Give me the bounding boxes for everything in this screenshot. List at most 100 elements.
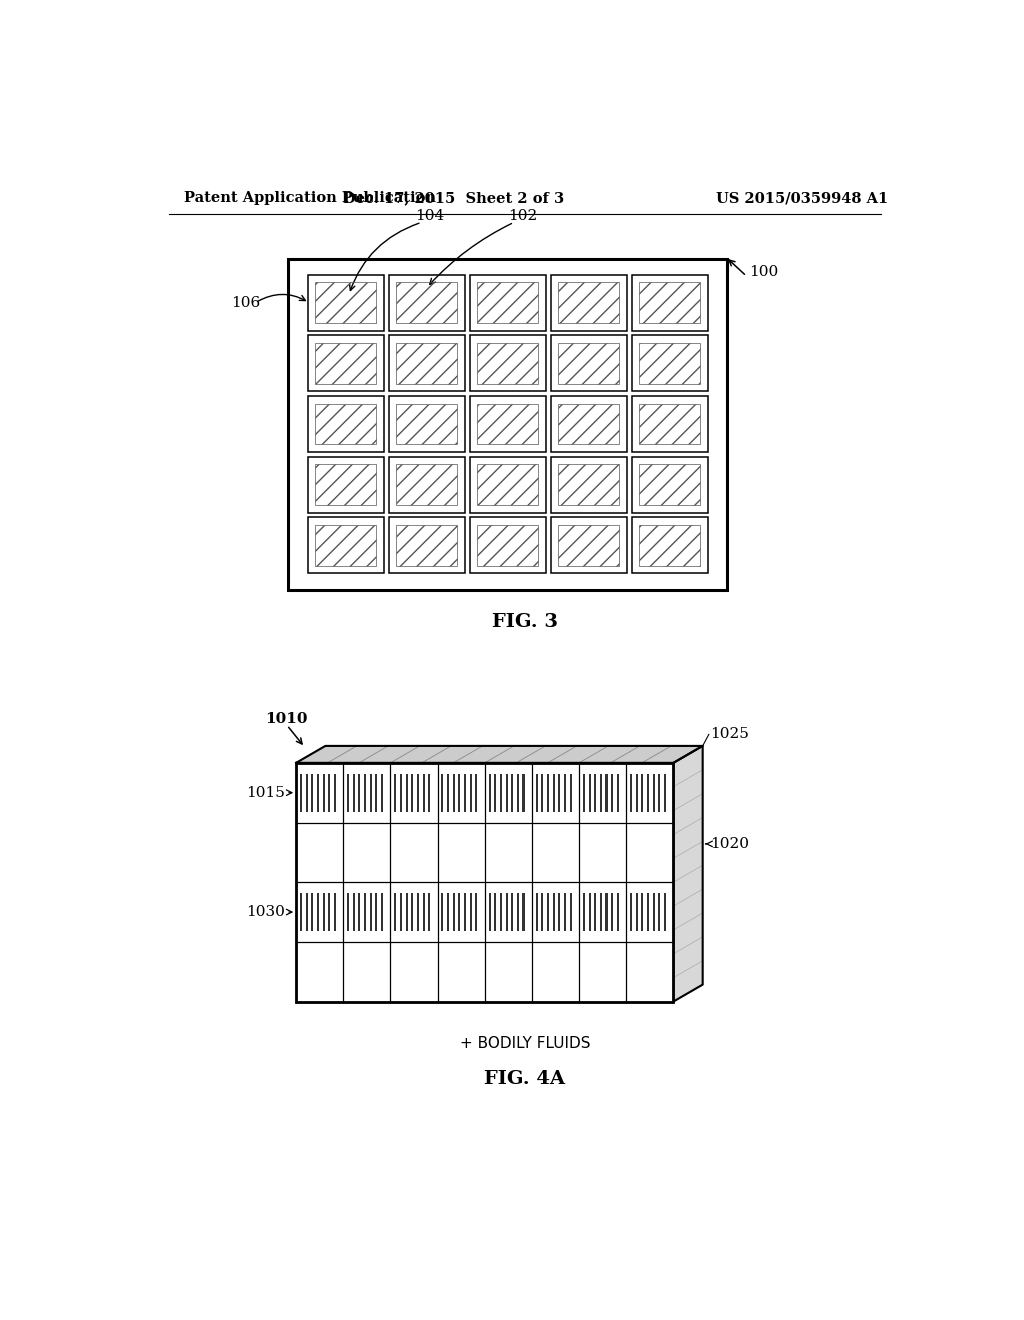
Bar — [417, 892, 419, 931]
Bar — [589, 774, 591, 812]
Bar — [347, 892, 349, 931]
Bar — [569, 774, 571, 812]
Bar — [315, 465, 377, 506]
Bar — [605, 892, 607, 931]
Bar — [558, 525, 620, 566]
Bar — [639, 282, 700, 323]
Bar — [406, 774, 408, 812]
Bar — [547, 774, 549, 812]
Bar — [447, 892, 450, 931]
Bar — [399, 774, 402, 812]
Bar — [477, 465, 539, 506]
Bar — [641, 892, 643, 931]
Bar — [406, 892, 408, 931]
Bar — [394, 892, 396, 931]
Text: 106: 106 — [230, 296, 260, 310]
Bar — [658, 892, 660, 931]
Bar — [632, 396, 708, 451]
Bar — [453, 774, 455, 812]
Bar — [600, 892, 602, 931]
Bar — [639, 465, 700, 506]
Bar — [551, 517, 627, 573]
Bar — [564, 892, 566, 931]
Bar — [470, 275, 546, 331]
Bar — [632, 457, 708, 512]
Bar — [639, 343, 700, 384]
Bar — [352, 892, 355, 931]
Bar — [589, 892, 591, 931]
Bar — [300, 892, 302, 931]
Bar — [551, 335, 627, 392]
Bar — [316, 774, 319, 812]
Bar — [315, 282, 377, 323]
Bar — [364, 892, 367, 931]
Bar — [511, 892, 513, 931]
Bar — [389, 396, 465, 451]
Bar — [551, 275, 627, 331]
Bar — [428, 892, 430, 931]
Bar — [459, 892, 461, 931]
Bar — [522, 892, 524, 931]
Bar — [423, 892, 425, 931]
Bar — [389, 517, 465, 573]
Bar — [542, 892, 544, 931]
Bar — [517, 774, 519, 812]
Bar — [470, 892, 472, 931]
Bar — [396, 465, 458, 506]
Bar — [453, 892, 455, 931]
Bar — [594, 892, 596, 931]
Bar — [441, 892, 443, 931]
Bar — [475, 774, 477, 812]
Bar — [323, 892, 325, 931]
Text: 104: 104 — [416, 209, 444, 223]
Bar — [594, 774, 596, 812]
Bar — [364, 774, 367, 812]
Bar — [551, 457, 627, 512]
Bar — [488, 774, 490, 812]
Bar — [488, 892, 490, 931]
Bar — [500, 774, 502, 812]
Text: Dec. 17, 2015  Sheet 2 of 3: Dec. 17, 2015 Sheet 2 of 3 — [343, 191, 564, 206]
Bar — [632, 275, 708, 331]
Bar — [564, 774, 566, 812]
Bar — [376, 892, 378, 931]
Bar — [652, 774, 654, 812]
Bar — [381, 774, 383, 812]
Text: + BODILY FLUIDS: + BODILY FLUIDS — [460, 1036, 590, 1052]
Bar — [315, 525, 377, 566]
Bar — [315, 404, 377, 445]
Bar — [639, 404, 700, 445]
Bar — [305, 774, 307, 812]
Bar — [305, 892, 307, 931]
Bar — [307, 517, 384, 573]
Bar — [328, 774, 331, 812]
Bar — [542, 774, 544, 812]
Bar — [358, 774, 360, 812]
Bar — [316, 892, 319, 931]
Bar — [376, 774, 378, 812]
Text: US 2015/0359948 A1: US 2015/0359948 A1 — [716, 191, 888, 206]
Bar — [600, 774, 602, 812]
Bar — [652, 892, 654, 931]
Bar — [647, 892, 649, 931]
Bar — [632, 517, 708, 573]
Bar — [477, 525, 539, 566]
Bar — [470, 335, 546, 392]
Polygon shape — [296, 746, 702, 763]
Bar — [536, 892, 538, 931]
Bar — [389, 335, 465, 392]
Bar — [664, 774, 666, 812]
Bar — [470, 774, 472, 812]
Bar — [300, 774, 302, 812]
Bar — [370, 774, 372, 812]
Bar — [583, 774, 585, 812]
Bar — [470, 396, 546, 451]
Bar — [639, 525, 700, 566]
Bar — [495, 892, 497, 931]
Bar — [558, 892, 560, 931]
Bar — [630, 892, 632, 931]
Bar — [636, 892, 638, 931]
Bar — [447, 774, 450, 812]
Bar — [328, 892, 331, 931]
Bar — [611, 892, 613, 931]
